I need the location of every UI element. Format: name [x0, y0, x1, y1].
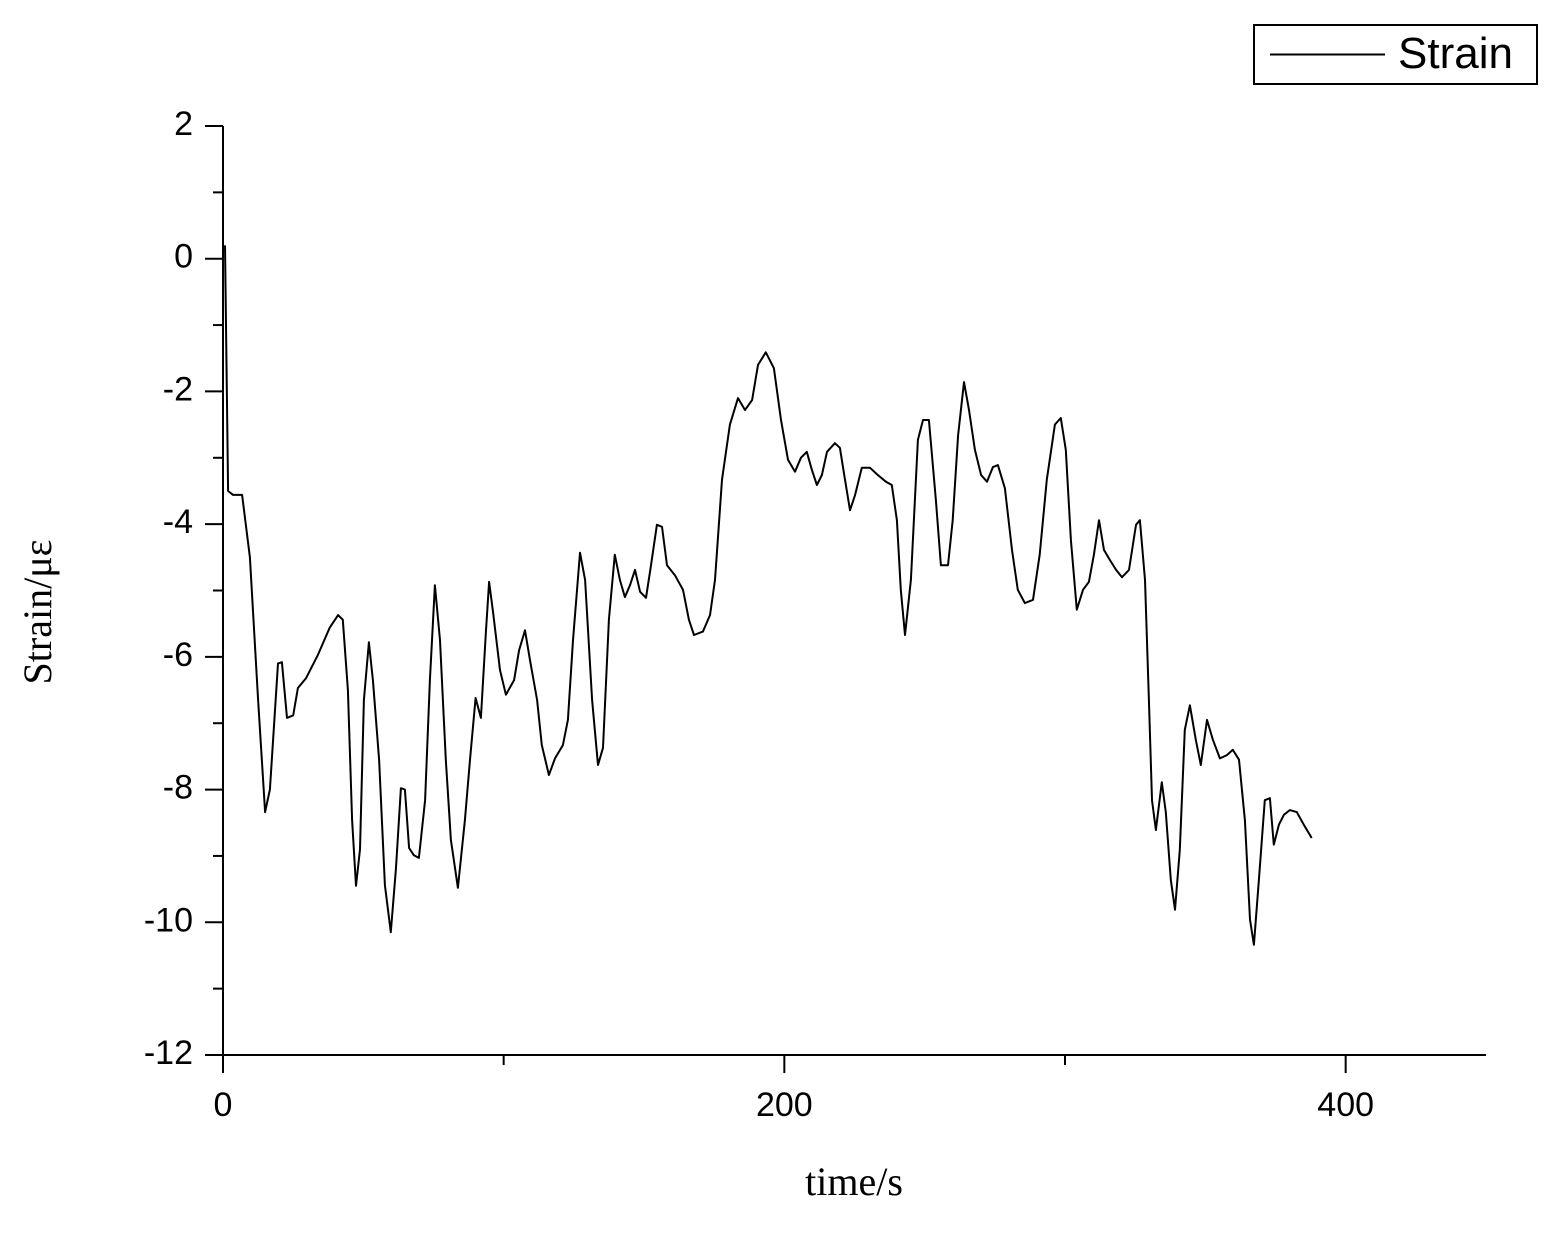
x-axis-title: time/s [805, 1159, 903, 1204]
data-line [224, 245, 1313, 946]
x-tick-label: 0 [214, 1086, 233, 1124]
y-axis-title: Strain/με [15, 540, 60, 685]
y-tick-label: -4 [163, 503, 193, 541]
y-tick-label: -2 [163, 370, 193, 408]
x-tick-label: 200 [756, 1086, 813, 1124]
legend-label: Strain [1398, 29, 1513, 78]
x-tick-label: 400 [1317, 1086, 1374, 1124]
y-tick-label: 2 [174, 105, 193, 143]
y-tick-label: -12 [144, 1034, 193, 1072]
y-tick-label: -10 [144, 901, 193, 939]
y-tick-label: -8 [163, 769, 193, 807]
y-tick-label: 0 [174, 238, 193, 276]
y-tick-label: -6 [163, 636, 193, 674]
